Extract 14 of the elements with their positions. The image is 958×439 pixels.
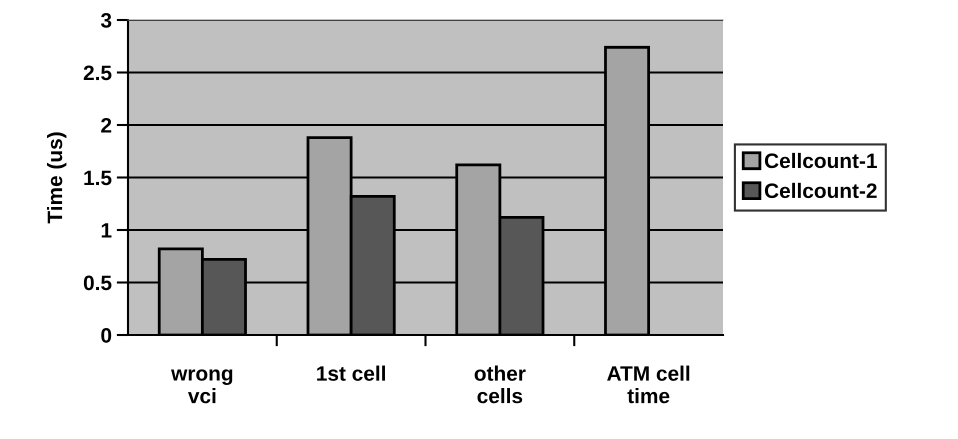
y-tick-label: 3	[100, 13, 112, 28]
y-tick-label: 0	[101, 328, 112, 343]
x-tick-label: ATM cell time	[607, 366, 690, 404]
legend-label: Cellcount-1	[764, 152, 877, 168]
y-tick-label: 0.5	[84, 276, 112, 290]
y-tick-label: 2	[101, 118, 112, 133]
y-tick-label: 1.5	[84, 170, 112, 186]
x-tick-label: wrong vci	[171, 369, 232, 404]
y-axis-title: Time (us)	[46, 132, 66, 224]
legend-label: Cellcount-2	[764, 182, 877, 198]
y-tick-label: 2.5	[84, 66, 112, 80]
x-tick-label: other cells	[474, 366, 526, 404]
y-tick-label: 1	[102, 223, 112, 238]
x-tick-label: 1st cell	[317, 366, 385, 381]
